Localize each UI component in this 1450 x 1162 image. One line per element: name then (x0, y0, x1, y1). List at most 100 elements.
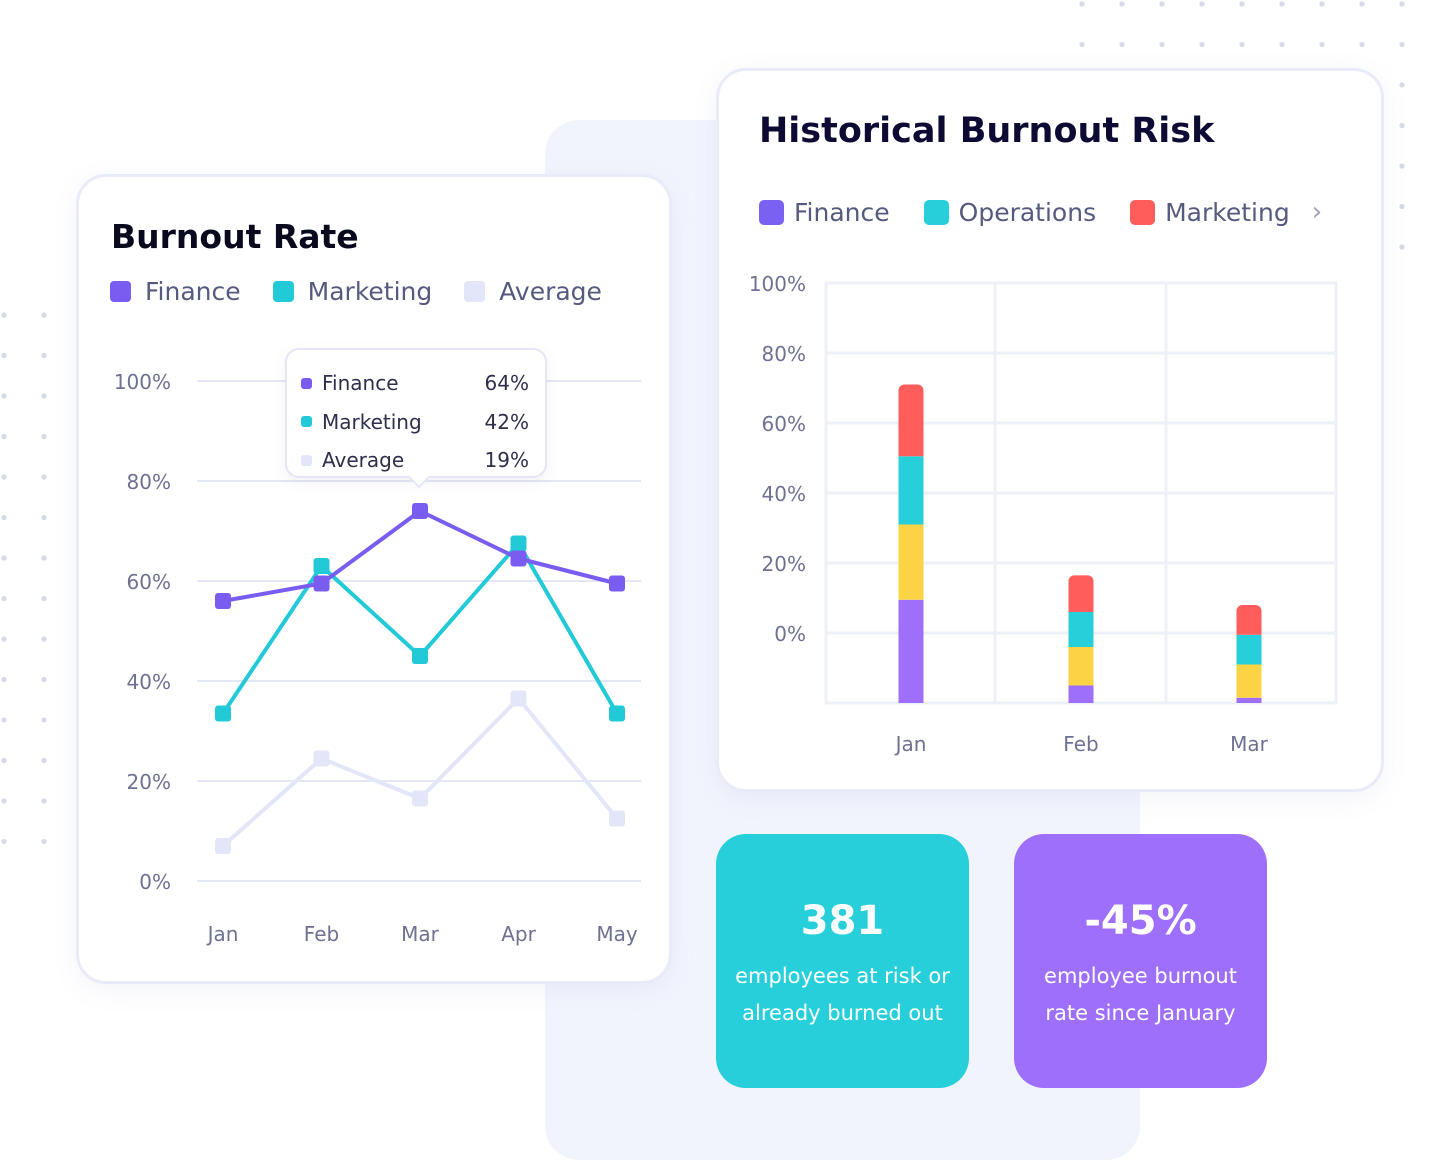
decorative-dot (1399, 82, 1405, 88)
x-tick-label: Mar (401, 922, 440, 946)
data-point-finance (609, 575, 625, 592)
decorative-dot (41, 636, 47, 642)
tooltip-label-marketing: Marketing (322, 409, 422, 434)
decorative-dot (41, 393, 47, 399)
bar-segment (1068, 685, 1094, 703)
stacked-bar-mar (1236, 605, 1262, 703)
chevron-right-icon[interactable]: › (1311, 197, 1323, 227)
decorative-dot (41, 514, 47, 521)
stat-value-burnout-rate-change: -45% (1084, 898, 1197, 944)
bar-segment (1068, 575, 1094, 612)
decorative-dot (1319, 1, 1325, 7)
decorative-dot (1, 676, 7, 683)
decorative-dot (1, 838, 7, 845)
decorative-dot (1359, 1, 1365, 7)
y-tick-label: 80% (762, 342, 806, 366)
decorative-dot (41, 838, 47, 845)
decorative-dot (1159, 1, 1165, 7)
decorative-dot (1319, 41, 1325, 48)
legend-item-finance[interactable]: Finance (110, 277, 241, 306)
legend-label-finance: Finance (794, 197, 890, 227)
bar-segment (898, 524, 924, 600)
tooltip-row-average: Average 19% (301, 441, 529, 480)
burnout-rate-card: Burnout Rate Finance Marketing Average 1… (76, 174, 672, 984)
stacked-bar-jan (898, 384, 924, 703)
y-tick-label: 60% (127, 570, 171, 594)
legend-item-average[interactable]: Average (464, 277, 602, 306)
series-line-average (221, 696, 619, 848)
data-point-average (510, 690, 527, 707)
decorative-dot (1119, 1, 1125, 7)
burnout-rate-line-chart: 100% 80% 60% 40% 20% 0% Jan Feb Mar Apr May (114, 370, 641, 946)
legend-swatch-finance (759, 199, 784, 225)
y-tick-label: 80% (127, 470, 171, 494)
legend-item-marketing[interactable]: Marketing (1130, 198, 1290, 227)
decorative-dot (1, 595, 7, 602)
legend-label-marketing: Marketing (1165, 197, 1290, 227)
data-point-finance (510, 550, 527, 567)
data-point-marketing (215, 705, 231, 722)
decorative-dot (1279, 1, 1285, 7)
decorative-dot (1399, 122, 1405, 129)
bar-segment (1236, 634, 1262, 665)
burnout-rate-legend: Finance Marketing Average (110, 277, 634, 306)
decorative-dot (1, 717, 7, 723)
x-tick-label: Jan (894, 732, 927, 756)
y-tick-label: 40% (762, 482, 806, 506)
legend-swatch-marketing (1130, 199, 1156, 225)
decorative-dot (1399, 1, 1405, 7)
data-point-marketing (609, 705, 625, 722)
data-point-marketing (313, 558, 330, 574)
stat-card-employees-at-risk: 381 employees at risk or already burned … (716, 834, 969, 1088)
decorative-dot (1, 798, 7, 804)
decorative-dot (1359, 41, 1365, 48)
data-point-average (609, 810, 625, 827)
decorative-dot (41, 717, 47, 723)
bar-segment (1068, 647, 1094, 686)
legend-item-marketing[interactable]: Marketing (272, 277, 433, 306)
decorative-dot (1, 474, 7, 480)
stacked-bar-feb (1068, 575, 1094, 703)
decorative-dot (41, 555, 47, 561)
bar-segment (1068, 612, 1094, 647)
decorative-dot (41, 757, 47, 764)
tooltip-dot-finance (301, 377, 312, 389)
data-point-finance (412, 503, 428, 519)
decorative-dot (1079, 1, 1085, 7)
decorative-dot (1, 636, 7, 642)
x-tick-label: Feb (304, 922, 339, 946)
decorative-dot (1399, 41, 1405, 48)
x-tick-label: Feb (1063, 732, 1098, 756)
burnout-rate-title: Burnout Rate (111, 217, 359, 256)
data-point-average (412, 790, 428, 807)
y-tick-label: 0% (774, 622, 806, 646)
historical-stacked-bar-chart: 100% 80% 60% 40% 20% 0% Jan Feb Mar (749, 272, 1338, 756)
decorative-dot (1, 312, 7, 318)
legend-item-operations[interactable]: Operations (923, 197, 1097, 227)
bar-segment (898, 599, 924, 703)
decorative-dot (1239, 41, 1245, 48)
tooltip-dot-average (301, 454, 312, 466)
tooltip-row-finance: Finance 64% (301, 364, 529, 403)
data-point-finance (313, 575, 330, 592)
legend-item-finance[interactable]: Finance (759, 198, 890, 227)
historical-legend: Finance Operations Marketing › (759, 197, 1322, 227)
decorative-dot (1199, 1, 1205, 7)
bar-segment (1236, 697, 1262, 703)
y-tick-label: 20% (762, 552, 806, 576)
stat-description-burnout-rate-change: employee burnout rate since January (1044, 964, 1237, 1025)
tooltip-row-marketing: Marketing 42% (301, 403, 529, 442)
decorative-dot (1, 433, 7, 440)
decorative-dot (41, 474, 47, 480)
legend-label-marketing: Marketing (307, 277, 433, 306)
legend-label-operations: Operations (958, 197, 1097, 227)
decorative-dot (1119, 41, 1125, 48)
decorative-dot (1399, 203, 1405, 210)
dot-grid-top-right (1079, 1, 1405, 250)
decorative-dot (1279, 41, 1285, 48)
y-tick-label: 100% (114, 370, 171, 394)
decorative-dot (1399, 244, 1405, 250)
legend-swatch-average (464, 281, 486, 302)
decorative-dot (1399, 163, 1405, 169)
decorative-dot (41, 312, 47, 318)
